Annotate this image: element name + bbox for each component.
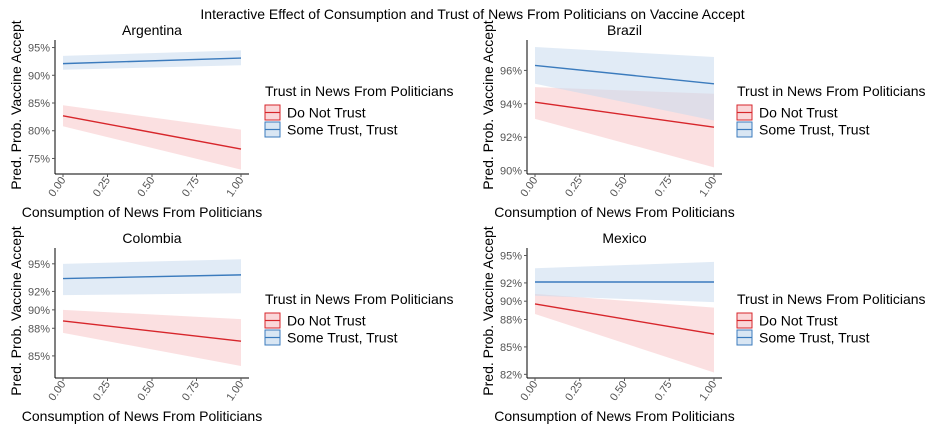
x-tick-label: 0.50 — [608, 379, 630, 403]
x-tick-label: 0.25 — [91, 175, 113, 199]
y-axis-title: Pred. Prob. Vaccine Accept — [480, 226, 496, 395]
legend-label: Some Trust, Trust — [759, 330, 870, 346]
series-line-some-trust — [62, 57, 242, 65]
panel-title: Argentina — [122, 22, 182, 38]
y-tick-label: 85% — [500, 342, 522, 354]
ribbon-do-not-trust — [63, 309, 241, 367]
y-tick-label: 95% — [28, 43, 50, 55]
x-tick-label: 0.50 — [135, 175, 157, 199]
x-tick-label: 1.00 — [697, 379, 719, 403]
panel-title: Colombia — [122, 230, 181, 246]
x-axis-title: Consumption of News From Politicians — [494, 408, 734, 424]
x-tick-label: 0.75 — [180, 379, 202, 403]
x-tick-label: 0.50 — [608, 175, 630, 199]
panel-title: Brazil — [607, 22, 642, 38]
y-tick-label: 88% — [500, 314, 522, 326]
ribbon-do-not-trust — [535, 293, 714, 373]
y-tick-label: 96% — [500, 65, 522, 77]
x-tick-label: 0.25 — [563, 379, 585, 403]
y-tick-label: 92% — [500, 132, 522, 144]
legend-title: Trust in News From Politicians — [737, 291, 926, 307]
x-tick-label: 0.75 — [653, 379, 675, 403]
legend-title: Trust in News From Politicians — [265, 291, 454, 307]
x-tick-label: 1.00 — [697, 175, 719, 199]
ribbon-some-trust — [535, 47, 714, 121]
legend-label: Some Trust, Trust — [287, 330, 398, 346]
y-tick-label: 95% — [500, 250, 522, 262]
panel-title: Mexico — [602, 230, 647, 246]
y-tick-label: 92% — [500, 278, 522, 290]
legend-title: Trust in News From Politicians — [265, 83, 454, 99]
y-tick-label: 88% — [28, 323, 50, 335]
y-tick-label: 94% — [500, 99, 522, 111]
y-tick-label: 82% — [500, 369, 522, 381]
y-axis-title: Pred. Prob. Vaccine Accept — [480, 20, 496, 189]
x-tick-label: 0.50 — [135, 379, 157, 403]
series-line-some-trust — [534, 64, 715, 85]
x-tick-label: 0.25 — [563, 175, 585, 199]
x-axis-title: Consumption of News From Politicians — [494, 204, 734, 220]
series-line-some-trust — [62, 274, 242, 280]
series-line-do-not-trust — [534, 101, 715, 128]
ribbon-do-not-trust — [63, 105, 241, 170]
y-axis-title: Pred. Prob. Vaccine Accept — [8, 226, 24, 395]
y-tick-label: 90% — [500, 166, 522, 178]
x-tick-label: 1.00 — [224, 175, 246, 199]
legend-label: Some Trust, Trust — [287, 122, 398, 138]
x-tick-label: 0.00 — [46, 379, 68, 403]
legend-label: Do Not Trust — [287, 105, 366, 121]
series-line-do-not-trust — [534, 303, 715, 335]
y-tick-label: 85% — [28, 351, 50, 363]
x-tick-label: 0.00 — [518, 379, 540, 403]
y-tick-label: 80% — [28, 126, 50, 138]
x-tick-label: 0.00 — [518, 175, 540, 199]
y-tick-label: 90% — [500, 296, 522, 308]
x-tick-label: 0.75 — [653, 175, 675, 199]
legend-label: Do Not Trust — [759, 105, 838, 121]
x-tick-label: 0.25 — [91, 379, 113, 403]
x-tick-label: 0.75 — [180, 175, 202, 199]
x-tick-label: 1.00 — [224, 379, 246, 403]
series-line-do-not-trust — [62, 320, 242, 342]
legend-label: Do Not Trust — [759, 313, 838, 329]
main-title: Interactive Effect of Consumption and Tr… — [200, 6, 745, 22]
series-line-do-not-trust — [62, 115, 242, 150]
ribbon-some-trust — [63, 50, 241, 70]
x-axis-title: Consumption of News From Politicians — [22, 204, 262, 220]
y-axis-title: Pred. Prob. Vaccine Accept — [8, 20, 24, 189]
legend-label: Do Not Trust — [287, 313, 366, 329]
y-tick-label: 95% — [28, 259, 50, 271]
y-tick-label: 92% — [28, 286, 50, 298]
x-tick-label: 0.00 — [46, 175, 68, 199]
legend-title: Trust in News From Politicians — [737, 83, 926, 99]
y-tick-label: 85% — [28, 98, 50, 110]
y-tick-label: 90% — [28, 305, 50, 317]
x-axis-title: Consumption of News From Politicians — [22, 408, 262, 424]
y-tick-label: 90% — [28, 70, 50, 82]
legend-label: Some Trust, Trust — [759, 122, 870, 138]
y-tick-label: 75% — [28, 153, 50, 165]
